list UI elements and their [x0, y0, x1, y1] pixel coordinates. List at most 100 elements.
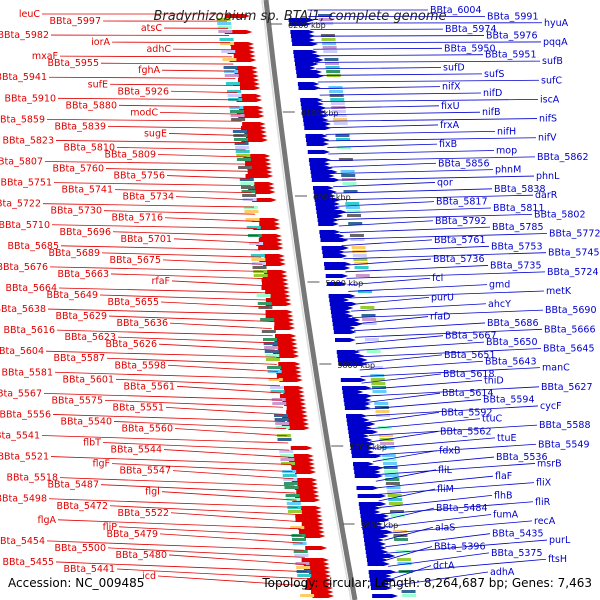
right-feature-block: [402, 594, 417, 597]
left-leader-line: [159, 111, 241, 115]
right-gene-label: nifH: [497, 126, 516, 137]
left-leader-line: [57, 519, 301, 530]
left-gene-label: BBta_5455: [2, 557, 54, 568]
left-leader-line: [41, 435, 289, 444]
right-gene-arrow: [369, 574, 392, 578]
right-feature-block: [372, 390, 387, 393]
right-gene-arrow: [290, 34, 316, 38]
right-gene-arrow: [354, 470, 381, 474]
left-gene-arrow: [298, 530, 325, 534]
left-leader-line: [59, 55, 233, 58]
left-gene-arrow: [274, 338, 298, 342]
left-gene-label: BBta_5926: [117, 86, 169, 97]
right-gene-arrow: [343, 398, 372, 402]
left-gene-arrow: [304, 534, 326, 538]
right-gene-label: sufD: [443, 62, 465, 73]
right-gene-arrow: [367, 562, 390, 566]
right-feature-block: [335, 134, 350, 137]
left-gene-label: BBta_5941: [0, 72, 47, 83]
right-gene-label: nifS: [539, 114, 557, 125]
right-leader-line: [383, 520, 533, 535]
left-feature-block: [275, 422, 290, 425]
left-leader-line: [167, 364, 278, 372]
left-leader-line: [158, 343, 275, 351]
left-feature-block: [222, 58, 237, 61]
left-feature-block: [261, 330, 276, 333]
left-feature-block: [235, 146, 250, 149]
right-gene-arrow: [312, 186, 334, 190]
right-gene-label: BBta_5536: [496, 452, 548, 463]
left-gene-label: BBta_5575: [51, 395, 103, 406]
left-gene-arrow: [265, 290, 291, 294]
left-gene-label: BBta_5655: [107, 297, 159, 308]
left-feature-block: [265, 358, 280, 361]
left-leader-line: [47, 308, 270, 315]
right-gene-label: nifX: [442, 82, 461, 93]
left-gene-arrow: [265, 314, 294, 318]
right-leader-line: [378, 488, 436, 502]
left-gene-label: BBta_5500: [54, 543, 106, 554]
left-gene-label: BBta_5696: [59, 227, 111, 238]
right-leader-line: [341, 239, 433, 247]
right-leader-line: [316, 73, 483, 76]
left-feature-block: [274, 414, 289, 417]
left-leader-line: [56, 329, 273, 337]
right-feature-block: [388, 502, 403, 505]
right-gene-label: BBta_5651: [444, 350, 496, 361]
right-gene-arrow: [319, 234, 345, 238]
right-gene-arrow: [350, 446, 375, 450]
left-gene-arrow: [242, 122, 266, 126]
right-gene-label: BBta_5724: [547, 267, 599, 278]
left-feature-block: [250, 254, 265, 257]
right-gene-arrow: [346, 418, 370, 422]
left-feature-block: [267, 366, 282, 369]
left-gene-arrow: [265, 302, 292, 306]
left-feature-block: [279, 454, 294, 457]
left-gene-arrow: [270, 294, 291, 298]
right-gene-label: BBta_5856: [438, 158, 490, 169]
left-gene-arrow: [279, 366, 302, 370]
left-feature-block: [294, 554, 309, 557]
left-leader-line: [171, 280, 266, 287]
right-feature-block: [362, 318, 377, 321]
right-gene-label: BBta_5627: [541, 382, 593, 393]
right-feature-block: [385, 482, 400, 485]
left-leader-line: [110, 273, 265, 279]
left-feature-block: [258, 306, 273, 309]
right-gene-label: sufC: [541, 75, 562, 86]
right-gene-label: fliX: [536, 478, 552, 489]
right-gene-label: BBta_5667: [445, 331, 497, 342]
right-leader-line: [369, 424, 538, 436]
right-gene-label: BBta_5974: [445, 24, 497, 35]
left-gene-arrow: [309, 570, 331, 574]
left-gene-arrow: [294, 486, 319, 490]
left-gene-arrow: [253, 182, 275, 186]
right-gene-label: BBta_5618: [443, 369, 495, 380]
left-feature-block: [246, 226, 261, 229]
left-gene-arrow: [305, 582, 333, 586]
left-gene-arrow: [311, 590, 334, 594]
left-gene-arrow: [288, 454, 314, 458]
right-feature-block: [330, 98, 345, 101]
right-leader-line: [344, 258, 432, 266]
left-leader-line: [102, 442, 290, 451]
right-gene-arrow: [322, 254, 348, 258]
left-leader-line: [118, 526, 302, 537]
left-leader-line: [159, 533, 303, 544]
left-gene-arrow: [273, 350, 299, 354]
right-leader-line: [347, 277, 431, 286]
right-gene-label: BBta_5594: [483, 395, 535, 406]
left-leader-line: [52, 414, 286, 422]
left-feature-block: [260, 318, 275, 321]
right-feature-block: [343, 190, 358, 193]
right-feature-block: [380, 442, 395, 445]
right-leader-line: [326, 137, 537, 142]
left-leader-line: [46, 540, 304, 551]
right-feature-block: [321, 38, 336, 41]
right-gene-arrow: [344, 406, 371, 410]
left-leader-line: [111, 41, 231, 43]
right-gene-arrow: [342, 390, 364, 394]
left-feature-block: [271, 398, 286, 401]
left-gene-label: BBta_5689: [48, 248, 100, 259]
left-gene-label: BBta_5664: [5, 283, 57, 294]
